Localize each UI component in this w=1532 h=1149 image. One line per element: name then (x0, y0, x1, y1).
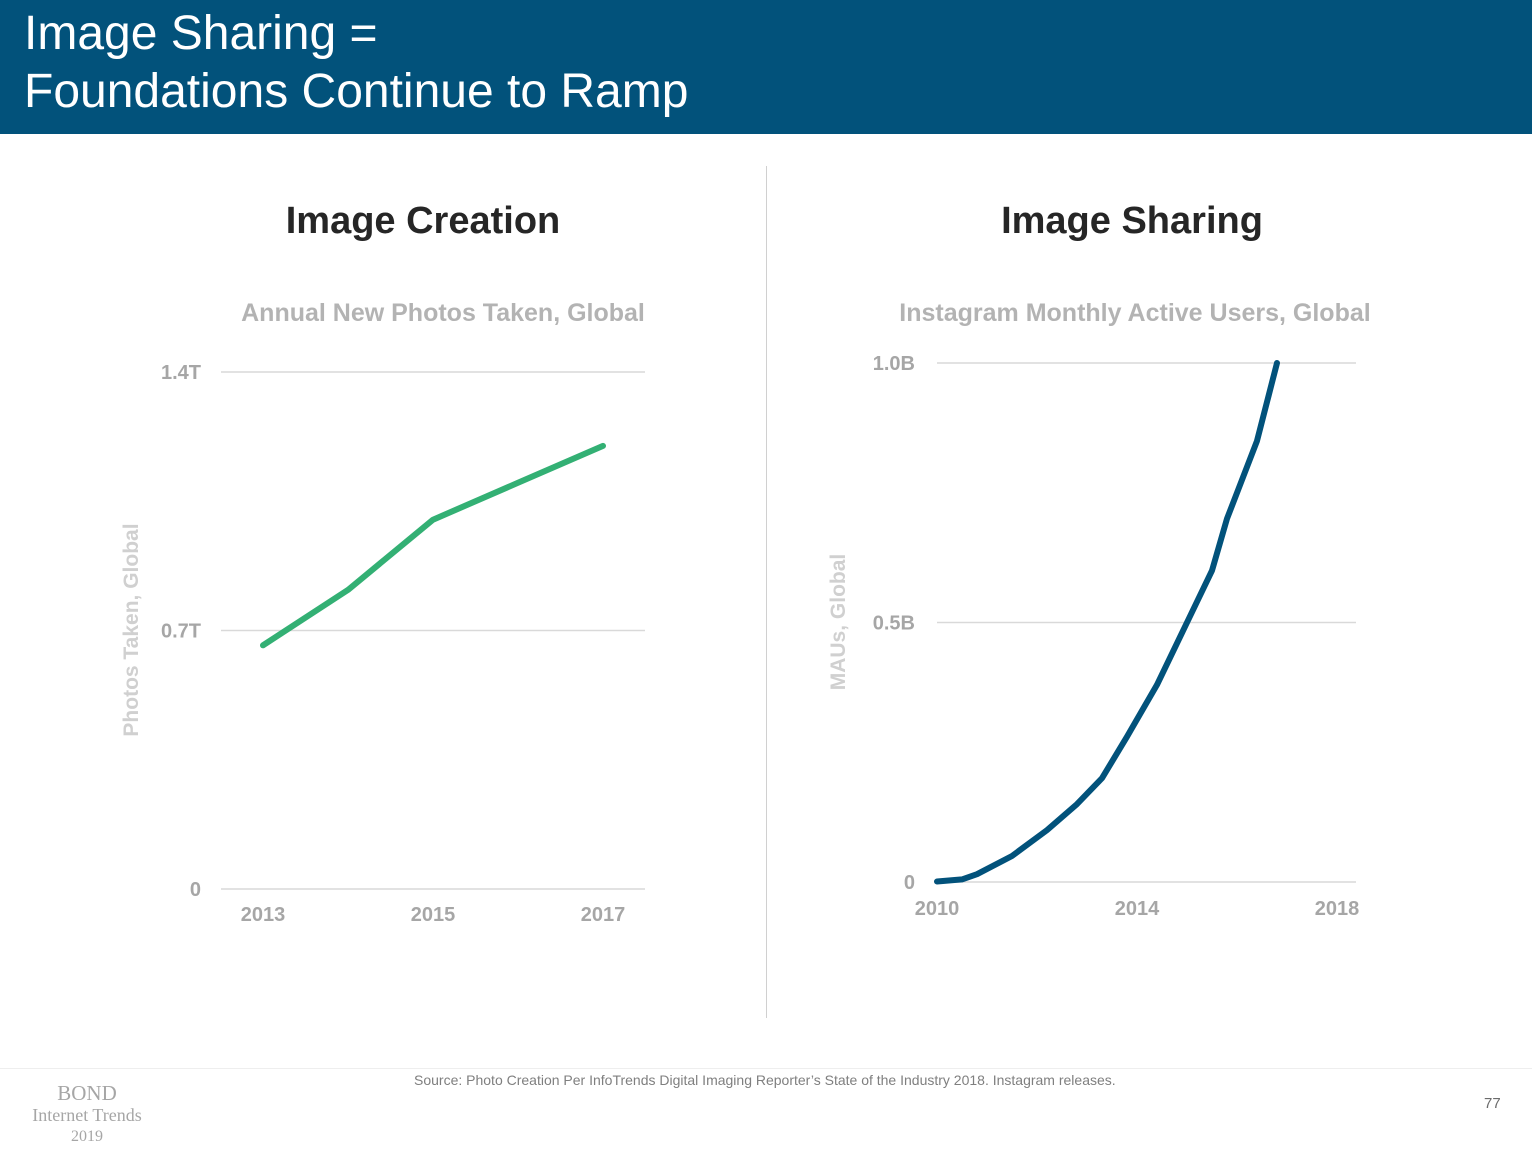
right-y-tick-label: 0.5B (873, 613, 915, 635)
left-panel-title: Image Creation (285, 200, 561, 242)
bond-logo: BOND Internet Trends 2019 (22, 1082, 152, 1148)
right-chart-title: Instagram Monthly Active Users, Global (899, 299, 1370, 327)
right-x-tick-label: 2010 (915, 898, 960, 920)
left-chart-title: Annual New Photos Taken, Global (241, 299, 645, 327)
left-x-tick-label: 2017 (581, 904, 626, 926)
slide-title-line-1: Image Sharing = (24, 7, 378, 60)
left-x-tick-label: 2013 (241, 904, 286, 926)
slide-header: Image Sharing = Foundations Continue to … (0, 0, 1532, 134)
slide-title-line-2: Foundations Continue to Ramp (24, 65, 689, 118)
left-y-axis-label: Photos Taken, Global (120, 523, 143, 736)
logo-year: 2019 (71, 1128, 103, 1145)
left-y-tick-label: 0.7T (161, 621, 201, 643)
footer-rule (0, 1068, 1532, 1069)
source-note: Source: Photo Creation Per InfoTrends Di… (414, 1072, 1116, 1088)
left-y-tick-label: 0 (190, 879, 201, 901)
left-y-tick-label: 1.4T (161, 362, 201, 384)
left-series-line (260, 442, 606, 649)
right-y-tick-label: 1.0B (873, 353, 915, 375)
left-x-tick-label: 2015 (411, 904, 456, 926)
logo-brand: BOND (57, 1081, 117, 1105)
right-x-tick-label: 2018 (1315, 898, 1360, 920)
right-series-line (934, 360, 1280, 885)
right-y-tick-label: 0 (904, 872, 915, 894)
right-x-tick-label: 2014 (1115, 898, 1160, 920)
logo-subtitle: Internet Trends (32, 1105, 142, 1125)
panel-divider (766, 166, 767, 1018)
right-y-axis-label: MAUs, Global (827, 554, 850, 691)
right-panel-title: Image Sharing (1001, 200, 1263, 242)
page-number: 77 (1484, 1095, 1501, 1112)
